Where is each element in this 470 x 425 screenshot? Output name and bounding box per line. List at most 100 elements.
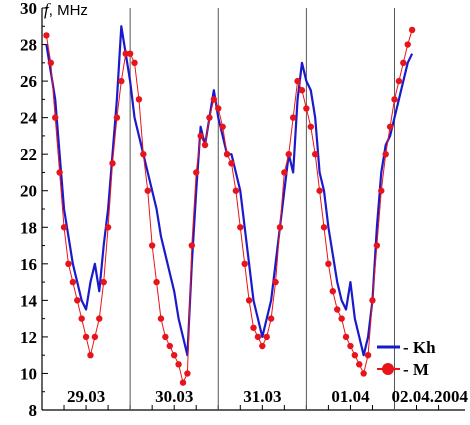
y-tick-label: 30 (20, 0, 37, 18)
legend-m-marker (382, 363, 394, 375)
series-m-point (201, 141, 209, 149)
series-m-point (140, 150, 147, 158)
y-tick-label: 26 (20, 72, 37, 91)
series-m-point (281, 169, 288, 176)
legend-m-label: - M (403, 360, 429, 379)
legend: - Kh - M (377, 338, 436, 379)
series-m-point (43, 32, 50, 39)
series-m-point (122, 50, 129, 57)
series-m-point (342, 333, 350, 341)
series-m-point (307, 123, 314, 130)
series-m-point (369, 297, 376, 304)
series-m-point (338, 315, 345, 322)
series-m-point (382, 150, 389, 158)
series-m-point (360, 370, 367, 377)
series-m-point (215, 105, 222, 112)
y-tick-label: 22 (20, 145, 37, 164)
day-label: 29.03 (67, 387, 105, 406)
series-m-point (294, 77, 301, 85)
series-m-point (82, 333, 90, 341)
series-m-point (373, 242, 381, 249)
series-m-point (311, 150, 319, 158)
series-m-point (104, 224, 112, 231)
series-m-point (364, 351, 372, 359)
series-m-point (259, 342, 266, 350)
series-m-point (56, 169, 63, 176)
series-m-point (91, 333, 99, 341)
series-m-point (267, 315, 275, 322)
day-dividers (129, 8, 395, 410)
series-m-point (126, 50, 134, 57)
series-m-point (391, 96, 398, 103)
series-m-point (289, 114, 297, 121)
series-m-point (188, 242, 196, 249)
y-tick-label: 18 (20, 218, 37, 237)
y-tick-label: 14 (20, 291, 38, 310)
series-m-point (170, 351, 178, 359)
series-m-point (193, 169, 200, 176)
series-m-point (210, 96, 218, 103)
y-tick-label: 20 (20, 182, 37, 201)
y-tick-label: 10 (20, 364, 37, 383)
series-m-point (175, 361, 182, 368)
series-m-point (245, 297, 253, 304)
series-m-point (87, 351, 94, 359)
series-m-point (166, 342, 173, 350)
y-tick-label: 28 (20, 36, 37, 55)
series-m-point (179, 379, 187, 386)
series-m-layer (43, 26, 416, 386)
y-tick-label: 24 (20, 109, 38, 128)
y-axis-unit-label: f, MHz (44, 0, 88, 19)
series-m-point (197, 132, 204, 140)
series-m-point (153, 278, 160, 286)
series-m-point (47, 59, 55, 67)
series-m-point (329, 288, 337, 295)
series-m-point (298, 87, 306, 94)
series-m-point (219, 123, 226, 130)
series-m-point (263, 333, 270, 341)
labels-layer: 8 10 12 14 16 18 20 22 24 26 28 30 29.03 30.03 31.03 01… (20, 0, 469, 420)
series-m-point (400, 59, 407, 67)
series-m-point (74, 297, 81, 304)
day-label: 02.04.2004 (392, 387, 469, 406)
series-m-point (316, 187, 323, 194)
series-m-point (113, 114, 121, 121)
y-tick-label: 8 (29, 401, 38, 420)
series-m-point (303, 105, 310, 112)
series-m-point (378, 187, 385, 194)
series-m-point (254, 333, 262, 341)
series-m-point (69, 278, 77, 286)
series-m-point (78, 315, 85, 322)
series-m-point (131, 59, 138, 67)
series-m-point (250, 324, 257, 331)
series-m-point (162, 333, 169, 341)
series-m-point (232, 187, 240, 194)
day-label: 30.03 (155, 387, 193, 406)
day-label: 01.04 (331, 387, 370, 406)
series-m-point (408, 26, 416, 34)
series-m-point (285, 150, 292, 158)
series-m-point (65, 260, 72, 268)
series-m-point (135, 96, 143, 103)
legend-kh-label: - Kh (403, 338, 436, 357)
series-m-point (60, 224, 68, 231)
series-m-point (395, 77, 403, 85)
series-m-point (386, 123, 394, 130)
series-m-point (351, 351, 359, 359)
series-m-point (276, 224, 284, 231)
series-m-point (144, 187, 151, 194)
y-tick-label: 12 (20, 328, 37, 347)
series-m-point (96, 315, 103, 322)
series-m-point (118, 77, 125, 85)
series-m-point (272, 278, 279, 286)
series-m-point (356, 361, 363, 368)
series-m-point (241, 260, 248, 268)
series-m-point (157, 315, 165, 322)
series-m-point (184, 370, 191, 377)
series-m-point (334, 306, 341, 313)
series-m-point (404, 41, 411, 48)
series-m-point (320, 224, 328, 231)
series-m-point (347, 342, 354, 350)
